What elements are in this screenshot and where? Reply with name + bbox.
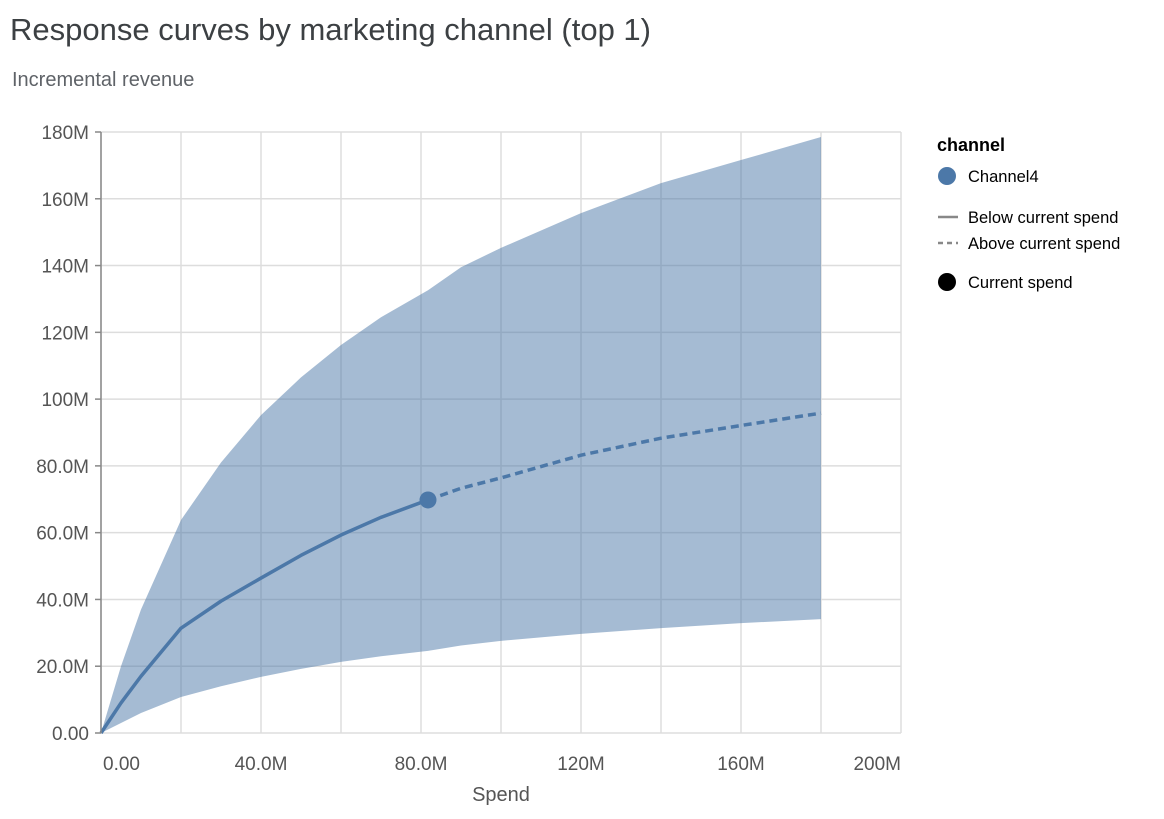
legend-above-label: Above current spend: [968, 235, 1120, 253]
x-tick-label: 120M: [557, 754, 605, 775]
x-tick-label: 160M: [717, 754, 765, 775]
chart-subtitle: Incremental revenue: [12, 69, 194, 91]
x-tick-label: 200M: [853, 754, 901, 775]
credible-interval-area: [101, 137, 821, 734]
axes: 0.00 20.0M 40.0M 60.0M 80.0M 100M 120M 140M 160M…: [36, 123, 901, 775]
legend-title: channel: [937, 135, 1005, 155]
y-tick-label: 20.0M: [36, 657, 89, 678]
legend-current-label: Current spend: [968, 274, 1073, 292]
y-tick-label: 140M: [41, 257, 89, 278]
y-tick-label: 160M: [41, 190, 89, 211]
legend: channel Channel4 Below current spend Abo…: [937, 135, 1120, 292]
x-tick-label: 80.0M: [395, 754, 448, 775]
y-tick-label: 120M: [41, 323, 89, 344]
y-tick-label: 80.0M: [36, 457, 89, 478]
x-tick-label: 0.00: [103, 754, 140, 775]
x-axis-title: Spend: [472, 784, 530, 806]
y-tick-label: 180M: [41, 123, 89, 144]
legend-channel-swatch: [938, 167, 956, 185]
legend-current-swatch: [938, 273, 956, 291]
y-tick-label: 40.0M: [36, 590, 89, 611]
chart-title: Response curves by marketing channel (to…: [10, 12, 651, 47]
x-tick-label: 40.0M: [235, 754, 288, 775]
below-current-spend-line: [99, 498, 429, 734]
y-tick-label: 100M: [41, 390, 89, 411]
legend-channel-label: Channel4: [968, 168, 1039, 186]
confidence-band: [101, 137, 821, 734]
y-tick-label: 60.0M: [36, 524, 89, 545]
above-current-spend-line: [427, 411, 822, 502]
series-lines: [99, 411, 822, 734]
y-tick-label: 0.00: [52, 724, 89, 745]
current-spend-point: [419, 491, 437, 509]
legend-below-label: Below current spend: [968, 209, 1118, 227]
